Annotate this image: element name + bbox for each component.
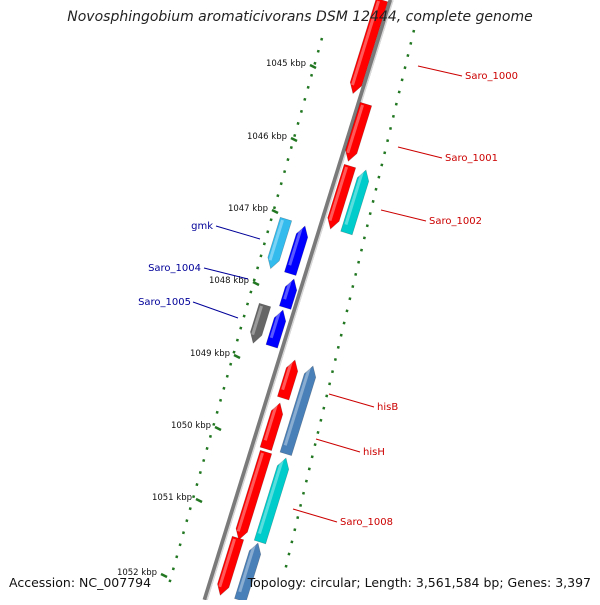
- gene-saro-1005-gray[interactable]: [250, 302, 272, 344]
- gene-label-hisb[interactable]: hisB: [377, 402, 398, 413]
- ruler-tick-label: 1047 kbp: [228, 204, 268, 214]
- gene-hisB[interactable]: [279, 365, 317, 457]
- gene-label-saro-1002[interactable]: Saro_1002: [429, 216, 482, 227]
- leader-line-saro-1004: [203, 267, 249, 280]
- ruler-ticks: 1045 kbp 1046 kbp 1047 kbp 1048 kbp 1049 kbp…: [117, 59, 317, 579]
- genome-backbone: [202, 0, 394, 601]
- gene-his-red-a-shine: [281, 360, 293, 391]
- gene-saro-1002-shine: [328, 166, 348, 221]
- gene-his-red-a[interactable]: [277, 359, 299, 401]
- gene-bottom-red[interactable]: [217, 535, 245, 596]
- ruler-tick-label: 1048 kbp: [209, 276, 249, 286]
- gene-label-gmk[interactable]: gmk: [191, 221, 213, 232]
- gene-saro-1000-part[interactable]: [349, 0, 389, 95]
- ruler-tick: [252, 280, 260, 287]
- gene-saro-1004-b-shine: [283, 279, 292, 300]
- gene-saro-1000-part-arrow: [349, 0, 389, 95]
- ruler-tick: [214, 425, 222, 432]
- ruler-tick: [195, 497, 203, 504]
- gene-saro-1002-companion-arrow: [340, 169, 370, 236]
- gene-bottom-red-shine: [218, 538, 236, 588]
- gene-label-hish[interactable]: hisH: [363, 447, 385, 458]
- ruler-line-outer: [282, 29, 416, 576]
- genome-backbone-highlight: [206, 0, 394, 601]
- gene-label-saro-1000[interactable]: Saro_1000: [465, 71, 518, 82]
- gene-saro-1005-blue-arrow: [265, 309, 287, 349]
- leader-line-saro-1001: [397, 146, 443, 159]
- gene-bottom-steel-arrow: [234, 542, 262, 603]
- gene-saro-1002[interactable]: [327, 163, 357, 230]
- gene-saro-1008-red-arrow: [235, 449, 273, 541]
- gene-saro-1004-a-shine: [288, 226, 303, 266]
- gene-labels: Saro_1000 Saro_1001 Saro_1002 gmk Saro_1004 S…: [138, 65, 518, 528]
- gene-gmk[interactable]: [267, 216, 293, 270]
- ruler-line-inner: [166, 37, 324, 589]
- gene-label-saro-1005[interactable]: Saro_1005: [138, 297, 191, 308]
- gene-label-saro-1001[interactable]: Saro_1001: [445, 153, 498, 164]
- gene-saro-1001-shine: [346, 104, 364, 154]
- gene-bottom-steel[interactable]: [234, 542, 262, 603]
- ruler-tick: [233, 353, 241, 360]
- gene-bottom-red-arrow: [217, 535, 245, 596]
- ruler-tick-label: 1046 kbp: [247, 132, 287, 142]
- gene-hisH[interactable]: [259, 402, 284, 451]
- gene-saro-1008-red-shine: [236, 452, 264, 532]
- gene-saro-1002-companion-shine: [344, 170, 364, 225]
- gene-saro-1008-arrow: [253, 457, 290, 545]
- gene-saro-1005-gray-arrow: [250, 302, 272, 344]
- gene-saro-1002-arrow: [327, 163, 357, 230]
- gene-saro-1004-b[interactable]: [279, 278, 298, 310]
- leader-line-gmk: [215, 225, 261, 240]
- gene-features: [217, 0, 389, 603]
- gene-hisH-shine: [263, 403, 278, 441]
- gene-hisB-arrow: [279, 365, 317, 457]
- ruler-tick-label: 1050 kbp: [171, 421, 211, 431]
- page-title: Novosphingobium aromaticivorans DSM 1244…: [67, 9, 533, 25]
- ruler-tick-label: 1051 kbp: [152, 493, 192, 503]
- genome-summary-text: Topology: circular; Length: 3,561,584 bp…: [247, 575, 591, 590]
- leader-line-saro-1005: [192, 301, 239, 319]
- gene-hisH-arrow: [259, 402, 284, 451]
- leader-line-saro-1002: [380, 209, 427, 222]
- ruler-tick-label: 1049 kbp: [190, 349, 230, 359]
- ruler-tick: [160, 572, 168, 579]
- gene-gmk-shine: [268, 219, 284, 261]
- leader-line-hish: [315, 438, 361, 453]
- ruler-tick-label: 1052 kbp: [117, 568, 157, 578]
- gene-saro-1001-arrow: [345, 101, 373, 162]
- gene-label-saro-1004[interactable]: Saro_1004: [148, 263, 201, 274]
- gene-saro-1004-b-arrow: [279, 278, 298, 310]
- accession-text: Accession: NC_007794: [9, 575, 152, 590]
- gene-saro-1005-blue-shine: [269, 310, 281, 339]
- gene-saro-1001[interactable]: [345, 101, 373, 162]
- ruler-tick: [290, 136, 298, 143]
- ruler-tick-label: 1045 kbp: [266, 59, 306, 69]
- gene-saro-1008-shine: [258, 458, 284, 534]
- gene-saro-1000-part-shine: [351, 0, 380, 86]
- gene-gmk-arrow: [267, 216, 293, 270]
- leader-line-saro-1000: [417, 65, 463, 77]
- gene-saro-1004-a[interactable]: [284, 225, 309, 276]
- gene-label-saro-1008[interactable]: Saro_1008: [340, 517, 393, 528]
- leader-line-saro-1008: [292, 508, 338, 523]
- gene-saro-1005-blue[interactable]: [265, 309, 287, 349]
- ruler-tick: [271, 208, 279, 215]
- gene-saro-1008-red[interactable]: [235, 449, 273, 541]
- gene-his-red-a-arrow: [277, 359, 299, 401]
- ruler-tick: [309, 63, 317, 70]
- gene-hisB-shine: [283, 366, 311, 446]
- leader-line-hisb: [328, 393, 375, 408]
- gene-saro-1002-companion[interactable]: [340, 169, 370, 236]
- gene-saro-1008[interactable]: [253, 457, 290, 545]
- gene-saro-1004-a-arrow: [284, 225, 309, 276]
- gene-saro-1005-gray-shine: [251, 305, 263, 336]
- gene-bottom-steel-shine: [238, 543, 256, 593]
